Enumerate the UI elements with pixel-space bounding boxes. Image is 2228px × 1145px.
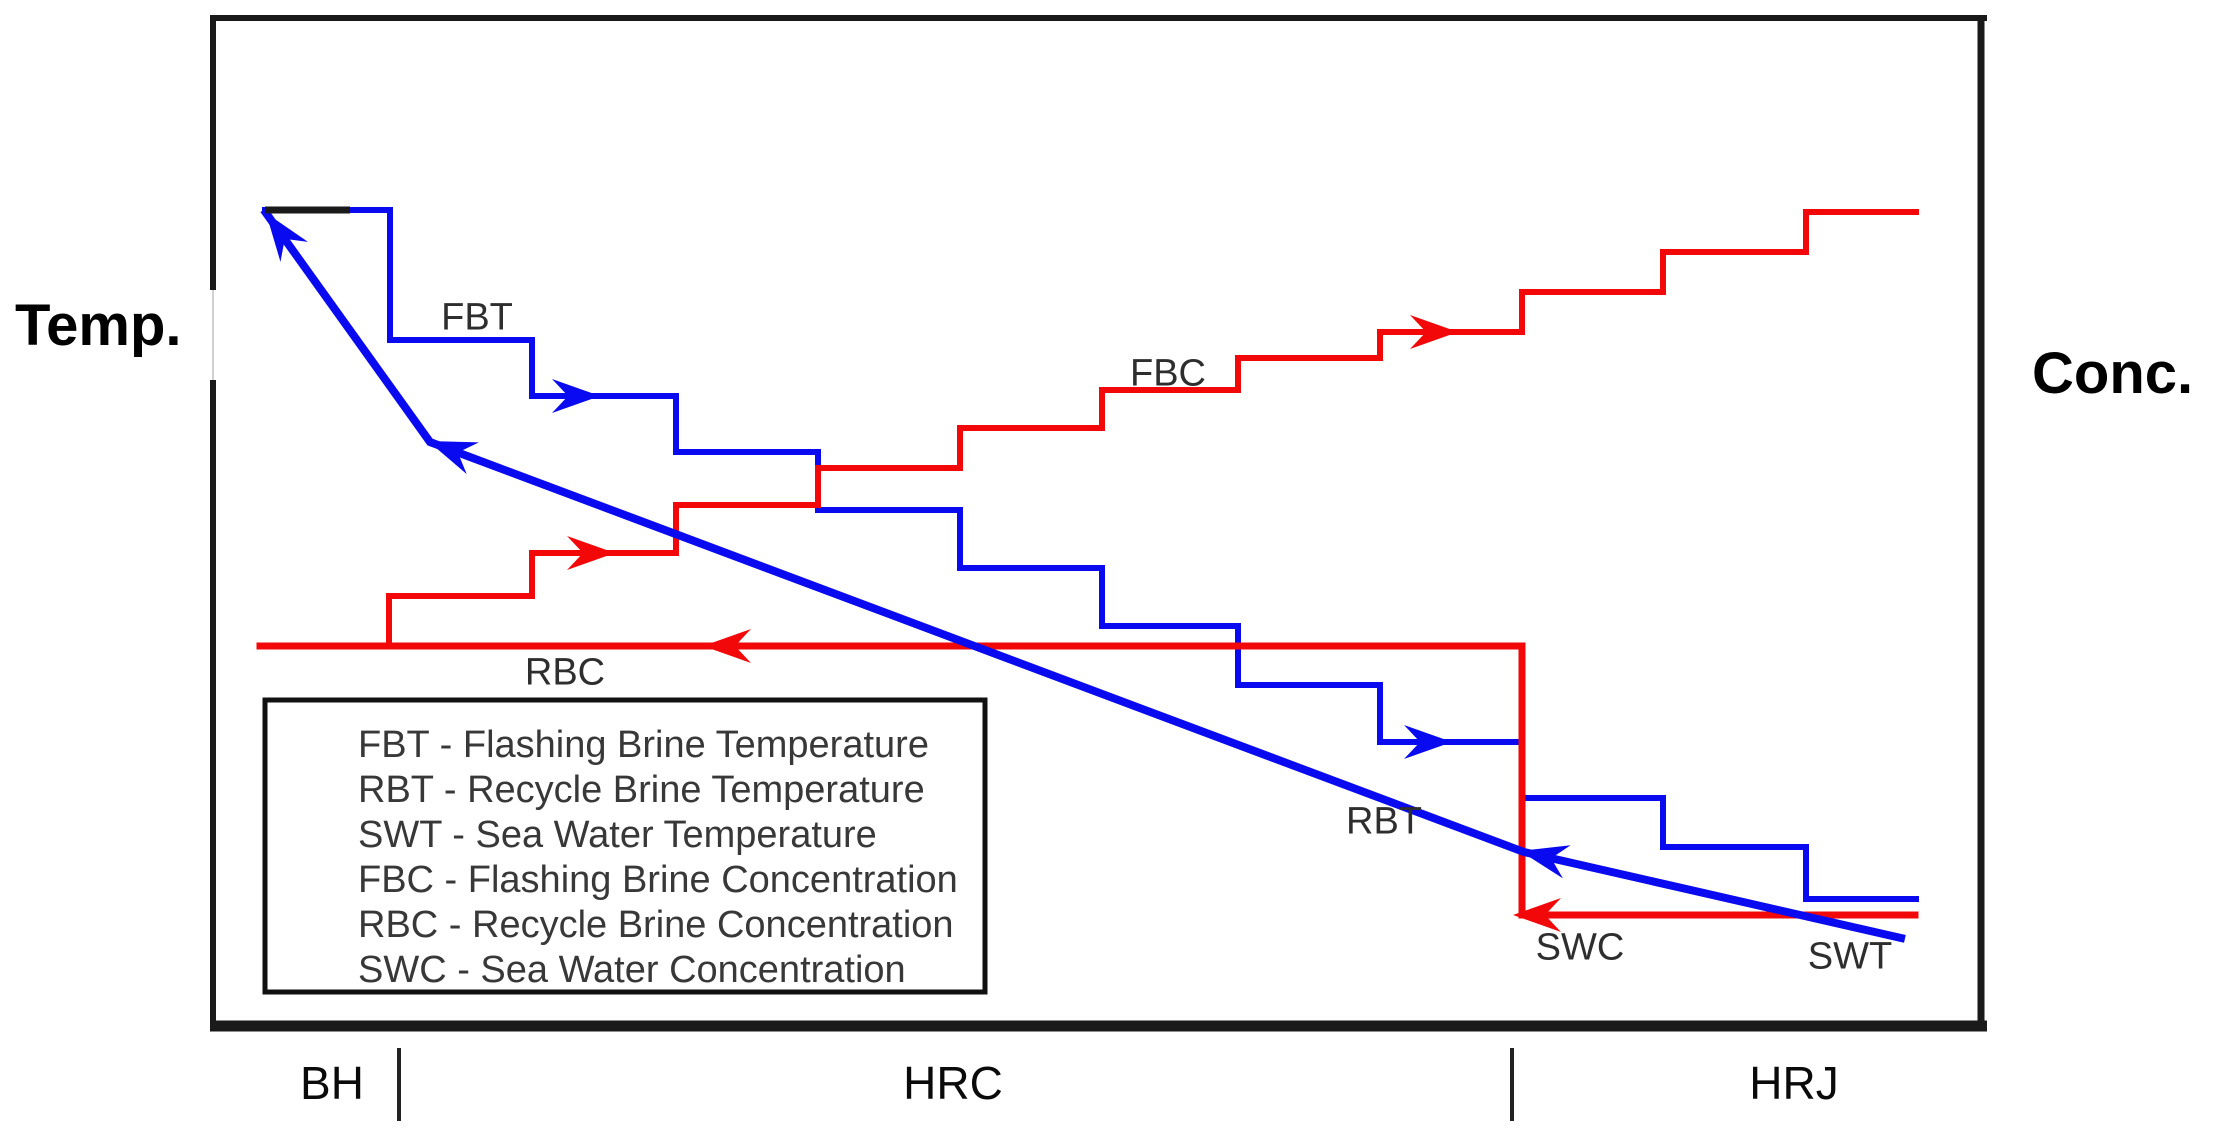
arrowhead-rbt-swt-8	[1520, 845, 1571, 879]
legend-box	[262, 697, 988, 995]
arrowhead-swc-5	[1513, 898, 1561, 932]
curve-label-rbc: RBC	[524, 651, 606, 694]
series-rbc-line	[256, 642, 1526, 919]
arrowhead-rbt-swt-6	[266, 213, 308, 262]
region-label-hrc: HRC	[903, 1057, 1003, 1109]
arrowhead-rbt-swt-7	[428, 441, 479, 475]
arrowhead-fbt-1	[1404, 725, 1452, 759]
legend-item-2: SWT - Sea Water Temperature	[358, 814, 877, 856]
legend-item-0: FBT - Flashing Brine Temperature	[358, 724, 929, 766]
arrowhead-fbc-2	[567, 536, 615, 570]
curve-label-swc: SWC	[1535, 926, 1625, 969]
series-fbt-line	[262, 207, 1919, 902]
arrowhead-fbt-0	[552, 379, 600, 413]
legend-item-5: SWC - Sea Water Concentration	[358, 949, 906, 991]
region-label-hrj: HRJ	[1749, 1057, 1839, 1109]
curve-label-fbc: FBC	[1130, 352, 1206, 395]
legend-text-block: FBT - Flashing Brine Temperature RBT - Re…	[358, 723, 958, 993]
series-rbt-swt-line	[260, 207, 1906, 943]
curve-label-fbt: FBT	[441, 296, 513, 339]
legend-item-1: RBT - Recycle Brine Temperature	[358, 769, 925, 811]
curve-label-swt: SWT	[1807, 935, 1893, 978]
right-axis-label: Conc.	[2032, 341, 2194, 406]
curve-label-rbt: RBT	[1346, 800, 1422, 843]
region-label-bh: BH	[300, 1057, 364, 1109]
series-fbc-line	[386, 209, 1919, 649]
left-axis-label: Temp.	[15, 293, 182, 358]
arrowhead-rbc-4	[703, 629, 751, 663]
legend-item-3: FBC - Flashing Brine Concentration	[358, 859, 958, 901]
arrowhead-fbc-3	[1410, 315, 1458, 349]
legend-item-4: RBC - Recycle Brine Concentration	[358, 904, 954, 946]
